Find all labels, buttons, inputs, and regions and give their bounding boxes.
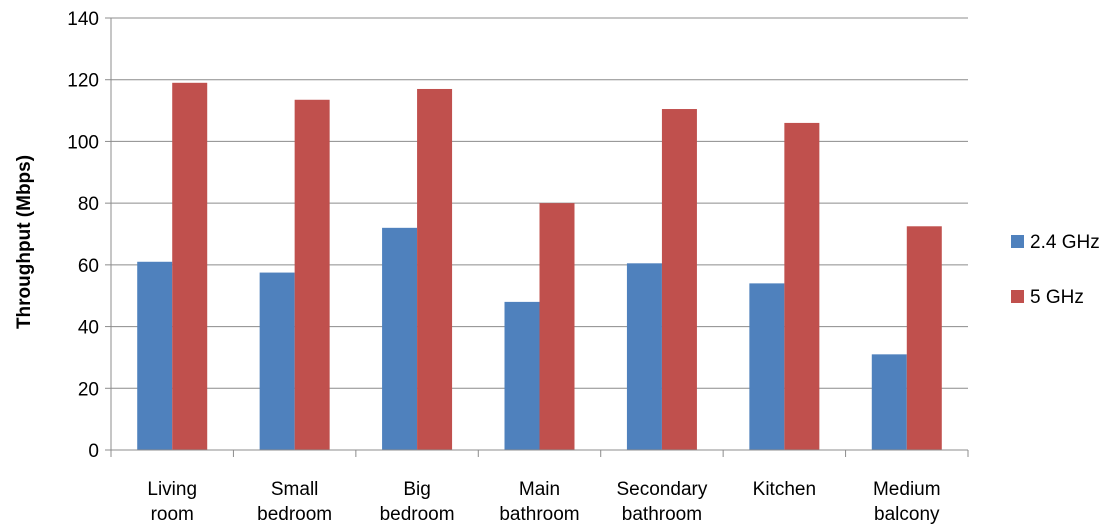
y-tick-label: 100: [67, 132, 99, 153]
legend-label: 2.4 GHz: [1030, 232, 1100, 253]
bar-2-4-ghz: [259, 272, 295, 450]
x-category-label: room: [151, 504, 194, 525]
bar-2-4-ghz: [871, 354, 907, 450]
bar-5-ghz: [294, 99, 330, 451]
bar-2-4-ghz: [749, 283, 785, 450]
x-category-label: bedroom: [257, 504, 332, 525]
y-tick-label: 60: [78, 256, 99, 277]
x-category-label: Small: [271, 479, 319, 500]
x-category-label: Main: [519, 479, 560, 500]
bars: [137, 82, 942, 451]
x-category-label: Living: [147, 479, 197, 500]
x-category-label: bathroom: [622, 504, 702, 525]
bar-2-4-ghz: [382, 227, 418, 450]
y-axis-label: Throughput (Mbps): [14, 155, 35, 329]
bar-5-ghz: [417, 88, 453, 450]
y-tick-label: 120: [67, 71, 99, 92]
bar-5-ghz: [784, 122, 820, 451]
x-category-labels: Living room Small bedroom Big bedroom Main bath…: [147, 479, 940, 525]
y-tick-label: 20: [78, 379, 99, 400]
bar-2-4-ghz: [504, 301, 540, 450]
y-tick-labels: 0 20 40 60 80 100 120 140: [67, 9, 99, 462]
x-category-label: bathroom: [499, 504, 579, 525]
x-category-label: Secondary: [617, 479, 708, 500]
bar-2-4-ghz: [137, 261, 173, 450]
bar-2-4-ghz: [626, 263, 662, 450]
x-category-label: Kitchen: [753, 479, 816, 500]
y-tick-label: 40: [78, 318, 99, 339]
y-tick-label: 80: [78, 194, 99, 215]
x-category-label: balcony: [874, 504, 940, 525]
bar-5-ghz: [539, 203, 575, 450]
y-tick-label: 140: [67, 9, 99, 30]
x-category-label: bedroom: [380, 504, 455, 525]
legend-label: 5 GHz: [1030, 287, 1084, 308]
legend: 2.4 GHz 5 GHz: [1011, 232, 1100, 308]
x-category-label: Medium: [873, 479, 941, 500]
bar-5-ghz: [906, 226, 942, 450]
legend-swatch: [1011, 290, 1024, 303]
bar-5-ghz: [172, 82, 208, 451]
axes: [105, 17, 969, 457]
bar-5-ghz: [661, 109, 697, 451]
x-category-label: Big: [403, 479, 430, 500]
legend-swatch: [1011, 235, 1024, 248]
y-tick-label: 0: [88, 441, 99, 462]
